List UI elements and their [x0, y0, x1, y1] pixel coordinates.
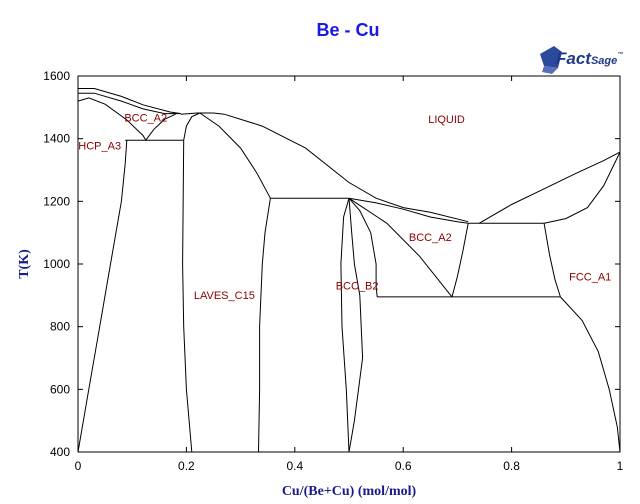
phase-boundary-bcc-be-rich-upper [78, 92, 181, 115]
x-tick-label: 0.8 [503, 459, 520, 473]
phase-boundary-b2-right-lower [348, 198, 364, 453]
x-axis-label: Cu/(Be+Cu) (mol/mol) [282, 484, 417, 499]
chart-title: Be - Cu [317, 20, 380, 40]
factsage-logo-text: FactSage™ [556, 49, 623, 68]
plot-frame [77, 75, 621, 453]
phase-boundaries [77, 88, 621, 453]
x-tick-label: 0.2 [178, 459, 195, 473]
phase-boundary-laves-left-upper [183, 112, 201, 141]
phase-boundary-hcp-solvus [77, 140, 128, 453]
phase-boundary-b2-right-upper [348, 197, 378, 297]
phase-boundary-main-liquidus [224, 113, 469, 223]
phase-boundary-cu-solidus [543, 151, 621, 224]
phase-boundary-laves-right-upper [199, 112, 271, 199]
phase-boundary-fcc-solvus [560, 296, 621, 453]
phase-boundary-cu-liquidus [478, 151, 621, 224]
phase-label-hcp-a3: HCP_A3 [78, 141, 121, 153]
y-tick-label: 1400 [43, 132, 70, 146]
phase-boundary-laves-peak [180, 112, 225, 115]
phase-boundary-laves-right [258, 198, 271, 453]
y-tick-label: 600 [50, 382, 70, 396]
phase-label-bcc-a2: BCC_A2 [124, 112, 167, 124]
x-tick-label: 0 [75, 459, 82, 473]
y-tick-label: 1200 [43, 194, 70, 208]
x-tick-label: 0.6 [395, 459, 412, 473]
x-tick-label: 0.4 [286, 459, 303, 473]
phase-label-bcc-b2: BCC_B2 [336, 281, 379, 293]
y-tick-label: 400 [50, 445, 70, 459]
y-tick-label: 1600 [43, 69, 70, 83]
factsage-logo-part1: Fact [556, 49, 592, 68]
phase-labels: LIQUID BCC_A2 HCP_A3 LAVES_C15 BCC_B2 BCC_A2 F… [78, 112, 611, 302]
phase-label-fcc-a1: FCC_A1 [569, 271, 611, 283]
y-axis-ticks: 400 600 800 1000 1200 1400 1600 [43, 69, 620, 459]
phase-label-laves-c15: LAVES_C15 [194, 290, 255, 302]
phase-label-bcc-a2: BCC_A2 [409, 232, 452, 244]
phase-boundary-be-liquidus [78, 88, 182, 115]
phase-label-liquid: LIQUID [428, 114, 465, 126]
factsage-logo-part2: Sage [591, 55, 617, 67]
factsage-logo: FactSage™ [540, 46, 623, 74]
phase-boundary-bcc-be-rich-inner [77, 97, 147, 141]
factsage-logo-mark: ™ [617, 51, 623, 58]
factsage-logo-mark-icon [540, 46, 562, 68]
phase-boundary-bcc-a2-right [451, 223, 469, 298]
x-tick-label: 1 [617, 459, 624, 473]
y-axis-label: T(K) [17, 249, 32, 279]
phase-boundary-laves-left [182, 140, 193, 453]
y-tick-label: 800 [50, 320, 70, 334]
factsage-logo-mark-shade-icon [542, 66, 558, 74]
phase-boundary-b2-left [340, 198, 350, 453]
y-tick-label: 1000 [43, 257, 70, 271]
x-axis-ticks: 0 0.2 0.4 0.6 0.8 1 [75, 76, 624, 473]
phase-boundary-bcc-liquidus [348, 197, 469, 224]
phase-boundary-bcc-a2-left [348, 197, 453, 298]
phase-boundary-bcc-be-rich-outer [145, 113, 176, 141]
phase-boundary-fcc-solidus [543, 223, 561, 298]
